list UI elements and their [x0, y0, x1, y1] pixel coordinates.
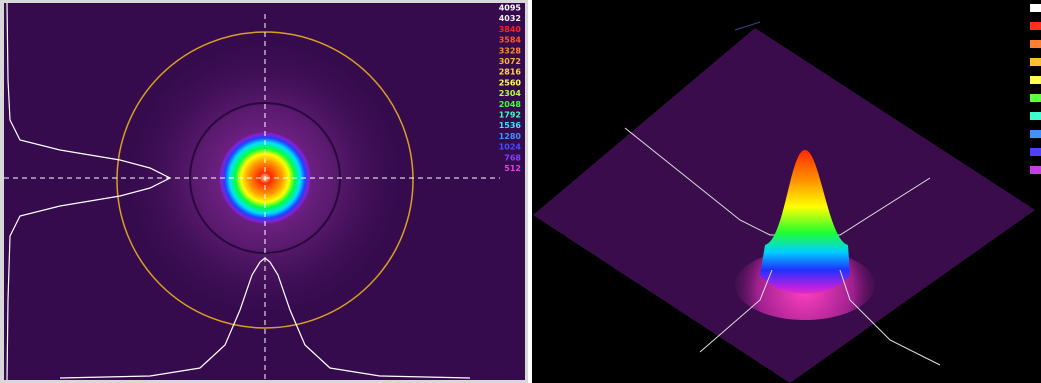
swatch [1030, 76, 1041, 84]
colorbar-label: 1024 [499, 143, 522, 152]
swatch [1030, 58, 1041, 66]
colorbar-label: 1536 [499, 121, 522, 130]
colorbar-label: 768 [504, 153, 521, 162]
swatch [1030, 166, 1041, 174]
colorbar-label: 3840 [499, 25, 522, 34]
swatch [1030, 22, 1041, 30]
colorbar-label: 2560 [499, 78, 522, 87]
colorbar-label: 2304 [499, 89, 522, 98]
colorbar-label: 4095 [499, 4, 522, 13]
colorbar-label: 3328 [499, 46, 522, 55]
swatch [1030, 148, 1041, 156]
colorbar-label: 1280 [499, 132, 522, 141]
colorbar-label: 512 [504, 164, 521, 173]
page: 40954032 3840 35843328 3072 28162560 2304 2048… [0, 0, 1041, 383]
colorbar-label: 3072 [499, 57, 521, 66]
colorbar-label: 1792 [499, 111, 521, 120]
swatch [1030, 94, 1041, 102]
swatch [1030, 40, 1041, 48]
colorbar-label: 3584 [499, 36, 522, 45]
colorbar-label: 2048 [499, 100, 522, 109]
screenshot: 40954032 3840 35843328 3072 28162560 2304 2048… [0, 0, 1041, 383]
swatch [1030, 112, 1041, 120]
swatch [1030, 130, 1041, 138]
swatch [1030, 4, 1041, 12]
colorbar-label: 4032 [499, 14, 521, 23]
colorbar-label: 2816 [499, 68, 522, 77]
